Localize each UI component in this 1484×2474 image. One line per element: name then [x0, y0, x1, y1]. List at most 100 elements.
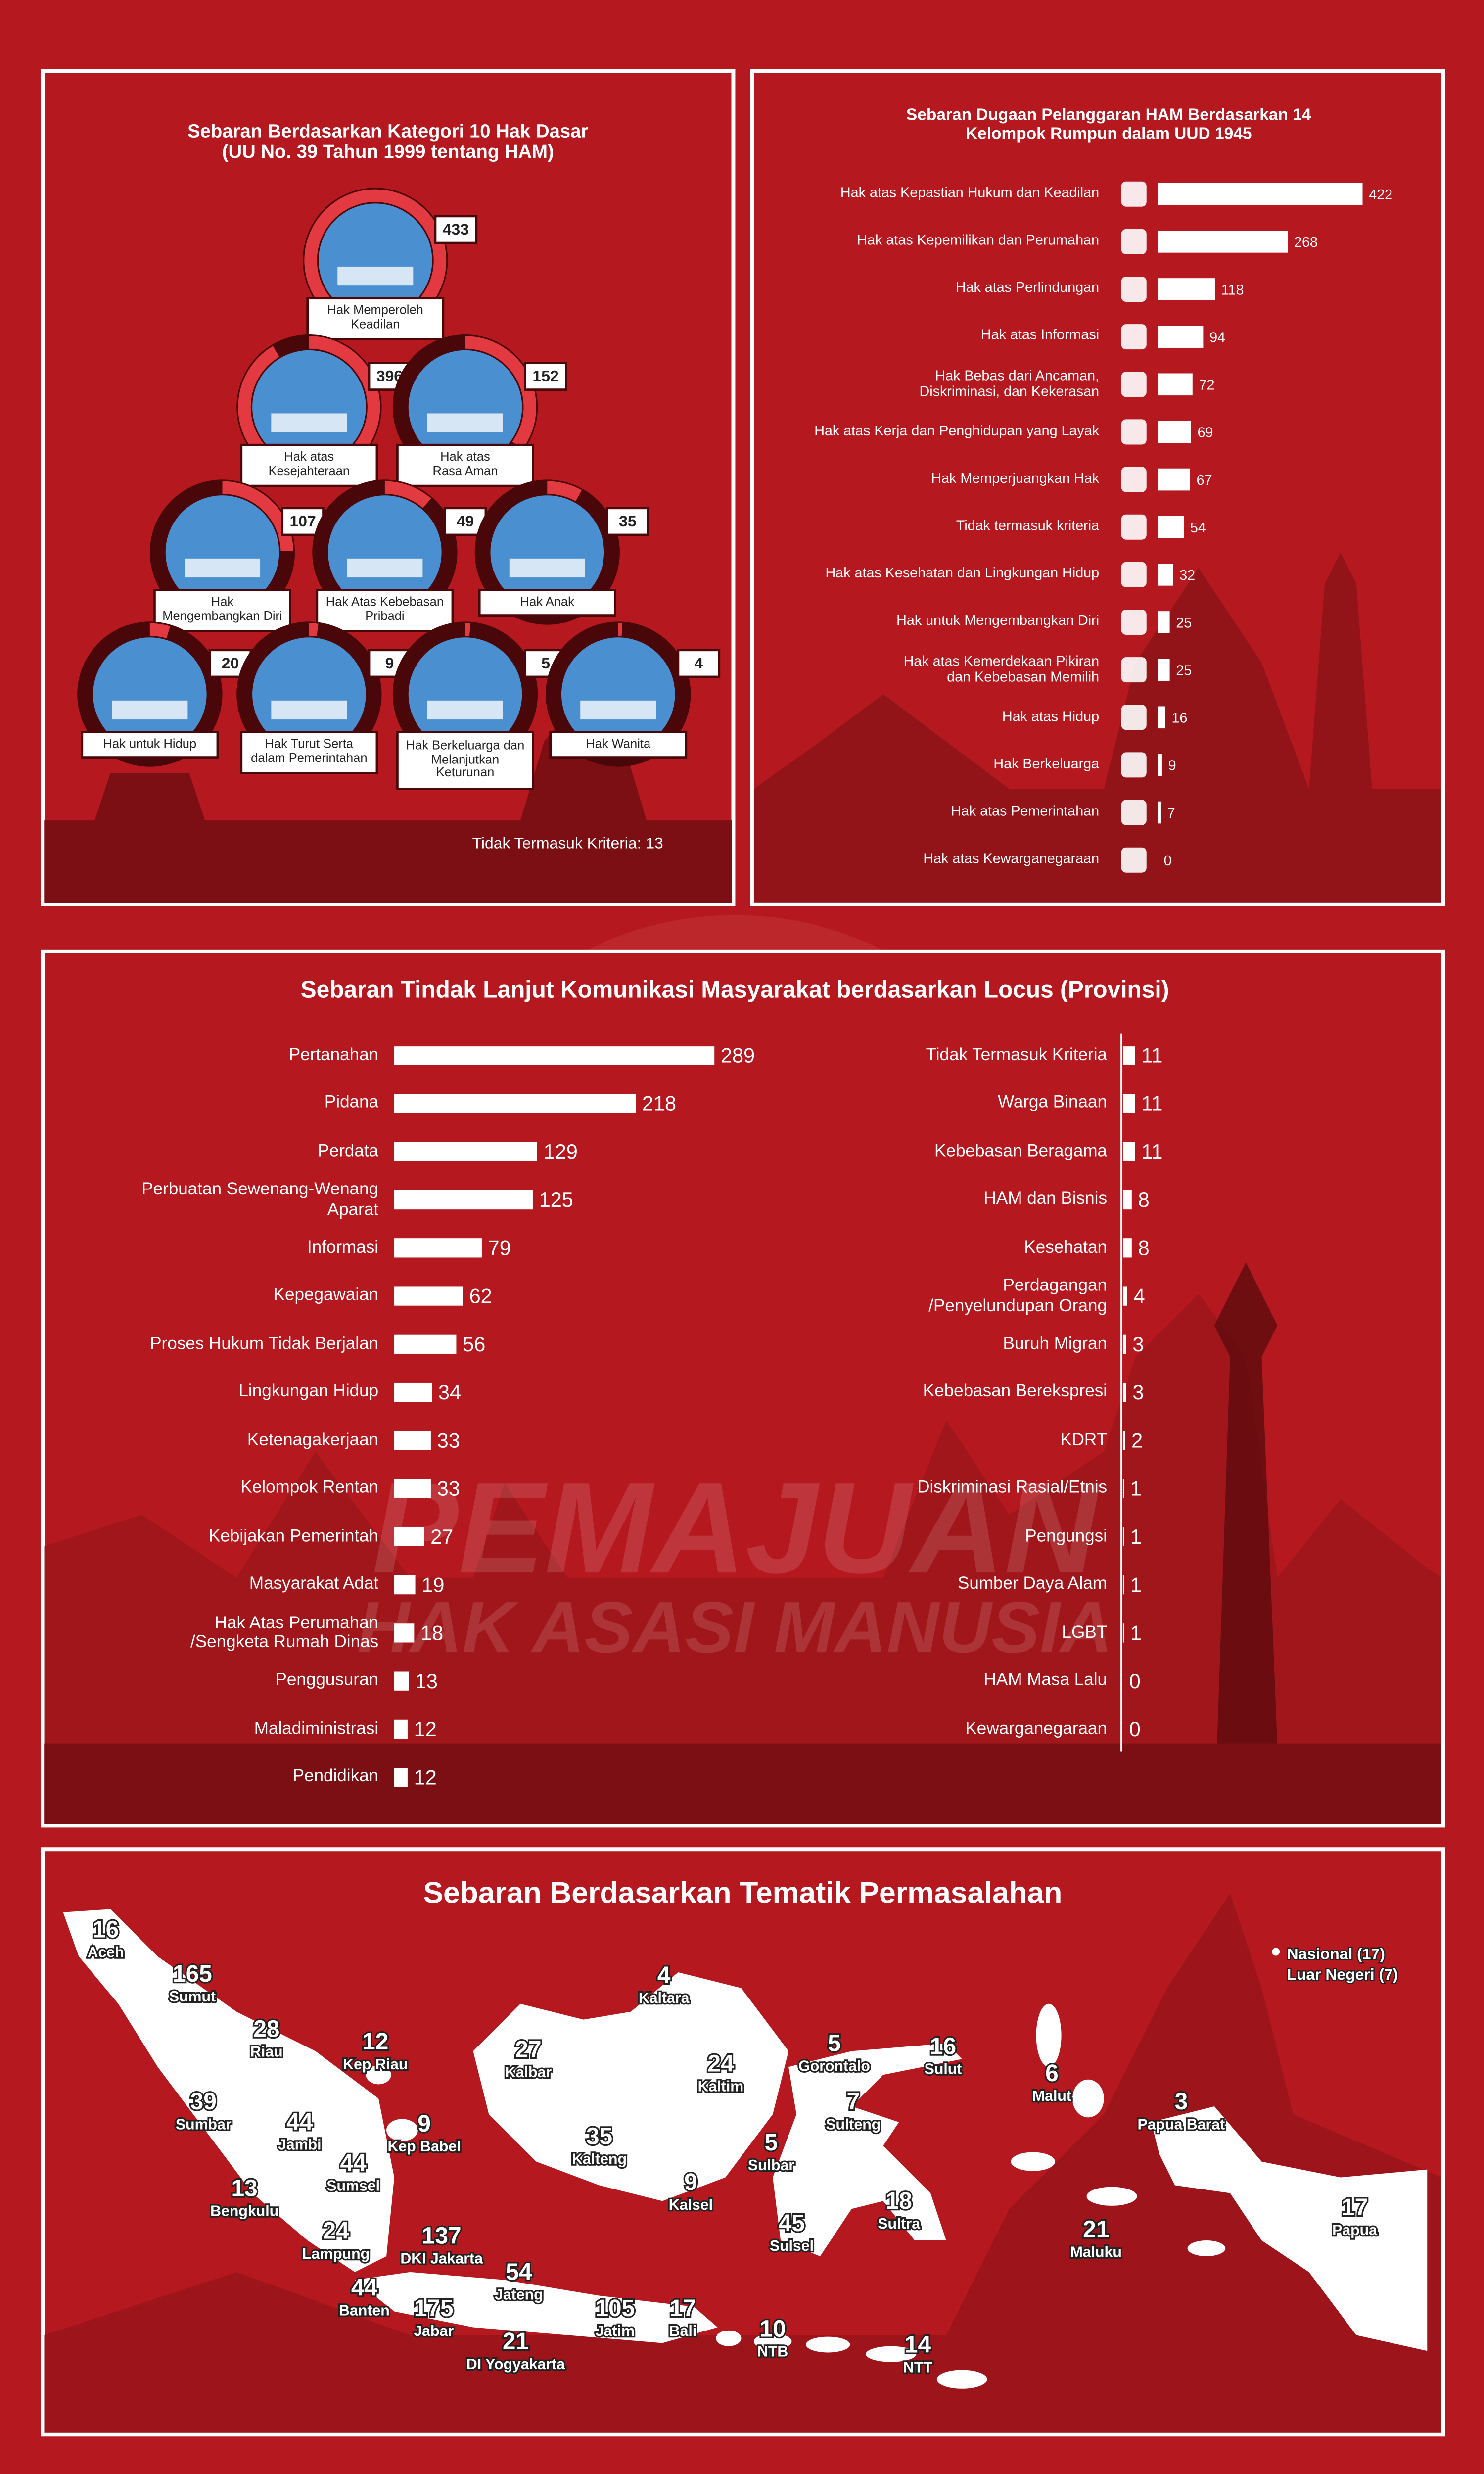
- chart-title-box: Sebaran Dugaan Pelanggaran HAM Berdasark…: [906, 107, 1311, 143]
- value-label: 11: [1141, 1092, 1162, 1115]
- category-label: Pendidikan: [292, 1767, 379, 1787]
- category-label: Maladiministrasi: [254, 1719, 379, 1739]
- bar: [1122, 1334, 1126, 1354]
- value-label: 9: [684, 2169, 697, 2195]
- island: [386, 2119, 418, 2141]
- icon: [1121, 562, 1147, 587]
- illustration: [561, 637, 675, 751]
- note-label: Luar Negeri (7): [1287, 1965, 1398, 1983]
- value-label: 2: [1131, 1428, 1143, 1452]
- region-label: Riau: [250, 2044, 283, 2060]
- region-label: NTT: [903, 2359, 932, 2376]
- category-label-box: Maladiministrasi: [254, 1719, 379, 1739]
- category-label-box: Hak untuk Mengembangkan Diri: [896, 613, 1099, 629]
- bar: [394, 1142, 537, 1161]
- category-label-box: Hak atas Informasi: [981, 328, 1099, 343]
- illustration-ground: [427, 700, 504, 720]
- value-label: 268: [1294, 235, 1318, 250]
- bar: [394, 1623, 415, 1643]
- region-label: Aceh: [88, 1945, 124, 1961]
- icon: [1121, 181, 1147, 207]
- illustration-ground: [580, 700, 656, 720]
- ring-arc: [149, 623, 170, 639]
- category-label: Kebebasan Beragama: [934, 1142, 1108, 1161]
- category-label-box: Ketenagakerjaan: [247, 1431, 378, 1450]
- category-label-box: Hak atas Kerja dan Penghidupan yang Laya…: [814, 423, 1099, 438]
- icon: [1121, 229, 1147, 254]
- label-box: [396, 731, 534, 790]
- bar: [1122, 1479, 1124, 1498]
- value-label: 14: [905, 2331, 931, 2358]
- value-label: 4: [694, 654, 703, 672]
- label-box: [81, 731, 219, 759]
- category-label-box: Hak atas Hidup: [1002, 708, 1099, 724]
- label-box: [316, 589, 454, 632]
- bar: [1158, 183, 1363, 205]
- note-label: Nasional (17): [1287, 1945, 1385, 1962]
- ring-arc: [309, 623, 319, 637]
- illustration: [490, 495, 604, 609]
- category-label-box: Masyarakat Adat: [249, 1575, 379, 1595]
- region-label: Kalbar: [505, 2064, 552, 2081]
- category-label-box: Pendidikan: [292, 1767, 379, 1787]
- region-label: Sultra: [878, 2216, 921, 2232]
- value-box: [606, 507, 649, 536]
- value-label: 69: [1198, 425, 1213, 441]
- illustration-ground: [271, 700, 347, 720]
- bar: [394, 1286, 463, 1306]
- icon: [1121, 514, 1147, 540]
- region-label: Bengkulu: [210, 2203, 278, 2220]
- region-label: Papua: [1332, 2222, 1378, 2238]
- category-label: Hak atas Kewarganegaraan: [923, 851, 1100, 867]
- category-label-box: Hak atas Kesehatan dan Lingkungan Hidup: [826, 565, 1100, 581]
- value-label: 7: [846, 2089, 860, 2115]
- value-label: 54: [506, 2259, 532, 2285]
- value-label: 129: [544, 1140, 578, 1163]
- value-label: 10: [760, 2316, 786, 2342]
- category-label-box: Tidak termasuk kriteria: [956, 518, 1099, 533]
- island: [936, 2370, 987, 2389]
- category-label: Masyarakat Adat: [249, 1575, 379, 1595]
- value-label: 67: [1197, 473, 1212, 488]
- label-box: [396, 443, 534, 487]
- category-label-box: Hak Anak: [520, 594, 574, 608]
- value-label: 27: [515, 2037, 541, 2063]
- category-label-box: Perbuatan Sewenang-Wenang Aparat: [141, 1181, 378, 1219]
- value-box: [524, 362, 567, 391]
- category-label-box: Hak Berkeluarga: [993, 756, 1099, 771]
- category-label-box: Perdagangan /Penyelundupan Orang: [928, 1277, 1107, 1315]
- bar: [1122, 1382, 1126, 1402]
- bar: [1158, 754, 1162, 776]
- category-label-box: Hak Atas Perumahan /Sengketa Rumah Dinas: [190, 1614, 379, 1652]
- category-label-box: Kesehatan: [1024, 1238, 1107, 1257]
- category-label: Tidak Termasuk Kriteria: [926, 1046, 1108, 1065]
- category-label-box: Hak Memperjuangkan Hak: [931, 470, 1099, 486]
- value-label: 125: [539, 1188, 573, 1211]
- value-label: 62: [469, 1285, 492, 1308]
- category-label-box: Hak Berkeluarga dan Melanjutkan Keturuna…: [406, 738, 525, 780]
- island: [63, 1909, 395, 2272]
- value-label: 137: [422, 2223, 462, 2249]
- category-label: Hak Bebas dari Ancaman, Diskriminasi, da…: [919, 367, 1100, 399]
- island: [1011, 2152, 1055, 2171]
- value-label: 33: [437, 1477, 460, 1500]
- label-box: [478, 589, 616, 617]
- value-label: 12: [362, 2029, 388, 2055]
- value-label: 9: [1168, 758, 1176, 774]
- category-label-box: Pertanahan: [289, 1046, 378, 1065]
- region-label: Sulsel: [770, 2238, 814, 2254]
- category-label: KDRT: [1060, 1431, 1108, 1450]
- region-label: Banten: [339, 2303, 390, 2319]
- category-label: Hak Atas Perumahan /Sengketa Rumah Dinas: [190, 1614, 379, 1652]
- value-label: 24: [707, 2051, 734, 2077]
- category-label-box: Proses Hukum Tidak Berjalan: [150, 1335, 378, 1354]
- watermark: PEMAJUAN: [372, 1456, 1101, 1600]
- value-label: 35: [586, 2123, 612, 2149]
- region-label: Kep Riau: [343, 2056, 408, 2073]
- value-label: 11: [1141, 1044, 1162, 1067]
- category-label: Hak atas Perlindungan: [955, 280, 1100, 296]
- island: [1151, 2106, 1428, 2351]
- value-label: 5: [541, 654, 550, 672]
- illustration-ground: [337, 266, 414, 286]
- icon: [1121, 372, 1147, 397]
